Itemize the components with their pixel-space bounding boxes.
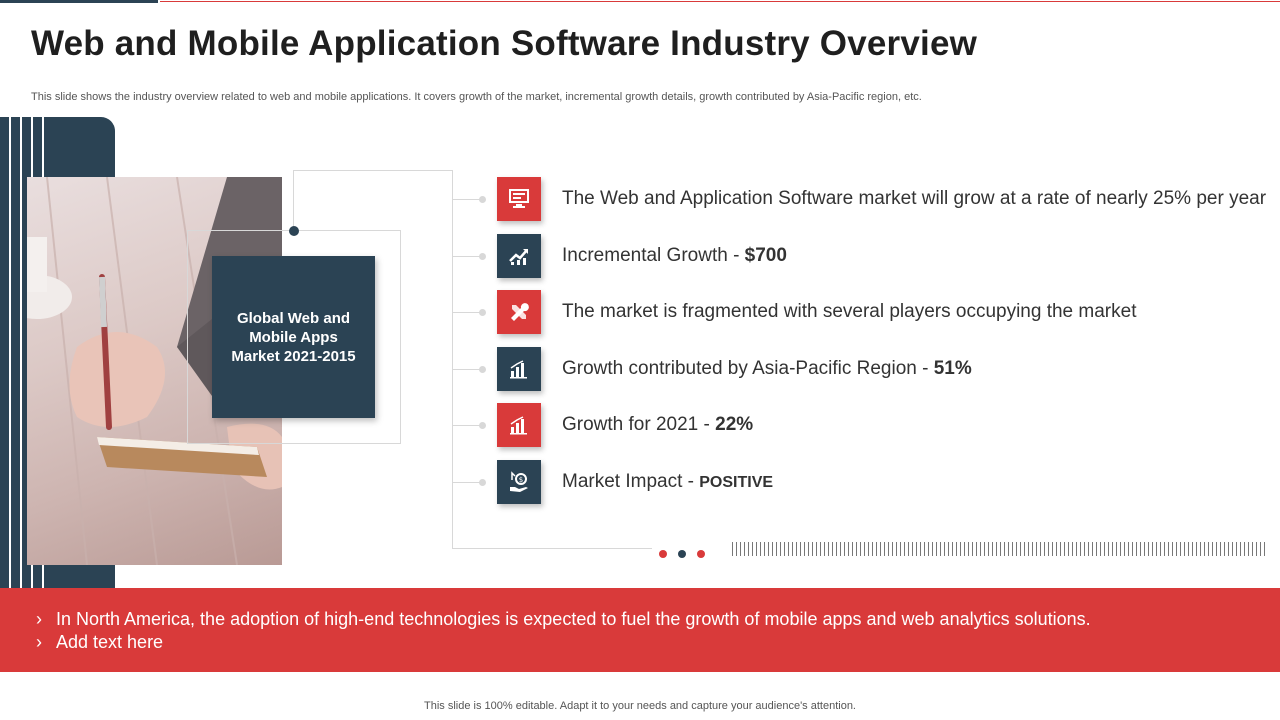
slide-title: Web and Mobile Application Software Indu… [31, 24, 978, 63]
row-tick [452, 312, 482, 313]
timeline-line [452, 170, 453, 549]
bar-chart-icon [497, 347, 541, 391]
banner-bullet: › Add text here [36, 632, 163, 653]
timeline-base-line [452, 548, 652, 549]
dot [659, 550, 667, 558]
row-tick [452, 369, 482, 370]
row-node [479, 253, 486, 260]
frame-line [293, 170, 452, 171]
svg-text:$: $ [519, 476, 523, 484]
row-node [479, 309, 486, 316]
item-value: $700 [744, 245, 787, 266]
item-text: The Web and Application Software market … [562, 188, 1267, 209]
row-node [479, 479, 486, 486]
row-node [479, 196, 486, 203]
dot [697, 550, 705, 558]
item-text: Growth contributed by Asia-Pacific Regio… [562, 358, 972, 379]
chevron-right-icon: › [36, 632, 42, 652]
bar-chart-icon [497, 403, 541, 447]
banner-text: Add text here [56, 632, 164, 652]
item-value: POSITIVE [699, 474, 774, 491]
global-market-label: Global Web and Mobile Apps Market 2021-2… [231, 309, 356, 365]
row-node [479, 366, 486, 373]
row-tick [452, 425, 482, 426]
connector-dot [289, 226, 299, 236]
frame-line [293, 170, 294, 230]
item-value: 22% [715, 414, 754, 435]
item-text: Market Impact - POSITIVE [562, 471, 774, 492]
footer-note: This slide is 100% editable. Adapt it to… [424, 700, 856, 712]
top-accent-bar [0, 0, 158, 3]
item-value: 51% [933, 358, 972, 379]
top-accent-line [160, 1, 1280, 2]
dot [678, 550, 686, 558]
growth-chart-icon [497, 234, 541, 278]
row-tick [452, 256, 482, 257]
chevron-right-icon: › [36, 609, 42, 629]
banner-text: In North America, the adoption of high-e… [56, 609, 1091, 629]
tools-icon [497, 290, 541, 334]
item-text: Incremental Growth - $700 [562, 245, 787, 266]
item-text: The market is fragmented with several pl… [562, 301, 1137, 322]
global-market-box: Global Web and Mobile Apps Market 2021-2… [212, 256, 375, 418]
monitor-icon [497, 177, 541, 221]
money-hand-icon: $ [497, 460, 541, 504]
highlight-banner: › In North America, the adoption of high-… [0, 588, 1280, 672]
banner-bullet: › In North America, the adoption of high-… [36, 609, 1091, 630]
band-stripe [9, 117, 11, 590]
row-node [479, 422, 486, 429]
item-text: Growth for 2021 - 22% [562, 414, 754, 435]
row-tick [452, 199, 482, 200]
band-stripe [20, 117, 22, 590]
slide-subtitle: This slide shows the industry overview r… [31, 91, 922, 103]
decorative-barcode [732, 542, 1266, 556]
pagination-dots [659, 545, 716, 563]
row-tick [452, 482, 482, 483]
